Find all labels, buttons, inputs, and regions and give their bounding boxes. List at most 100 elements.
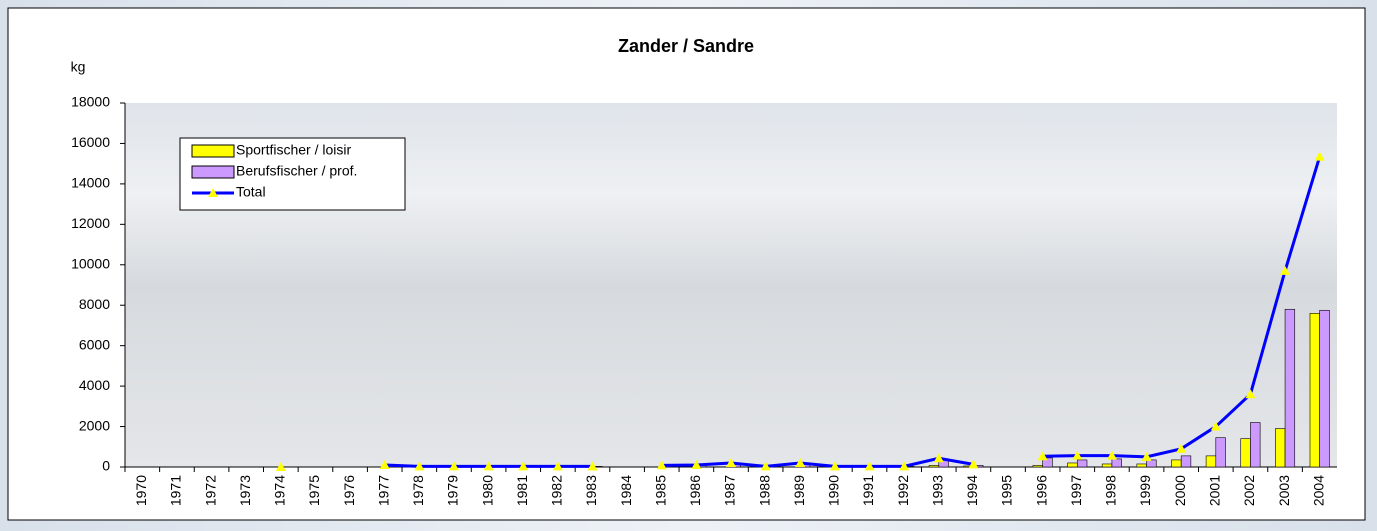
legend-label: Berufsfischer / prof. (236, 163, 357, 179)
x-tick-label: 1984 (618, 475, 634, 506)
total-marker (1314, 151, 1325, 161)
chart-title: Zander / Sandre (618, 36, 754, 56)
total-marker (1072, 450, 1083, 460)
x-tick-label: 1998 (1103, 475, 1119, 506)
x-tick-label: 1976 (341, 475, 357, 506)
total-marker (933, 453, 944, 463)
x-tick-label: 2004 (1310, 475, 1326, 506)
x-tick-label: 1974 (272, 475, 288, 506)
x-tick-label: 2002 (1241, 475, 1257, 506)
y-tick-label: 8000 (79, 296, 110, 312)
x-tick-label: 1978 (410, 475, 426, 506)
y-tick-label: 0 (102, 458, 110, 474)
total-marker (1245, 389, 1256, 399)
x-tick-label: 1988 (756, 475, 772, 506)
total-marker (864, 461, 875, 471)
total-marker (829, 461, 840, 471)
total-marker (1210, 421, 1221, 431)
total-marker (1280, 265, 1291, 275)
legend-label: Sportfischer / loisir (236, 142, 351, 158)
total-marker (483, 461, 494, 471)
y-tick-label: 18000 (71, 94, 110, 110)
y-tick-label: 10000 (71, 255, 110, 271)
x-tick-label: 1996 (1033, 475, 1049, 506)
x-tick-label: 2003 (1276, 475, 1292, 506)
bar (1205, 455, 1217, 468)
total-marker (968, 459, 979, 469)
y-axis-label: kg (71, 59, 86, 75)
bar (1146, 459, 1157, 468)
total-marker (587, 461, 598, 471)
legend-swatch (191, 144, 235, 158)
x-tick-label: 1977 (375, 475, 391, 506)
bar (1215, 437, 1226, 468)
bar (1180, 455, 1192, 468)
x-tick-label: 1992 (895, 475, 911, 506)
x-tick-label: 1970 (133, 475, 149, 506)
x-tick-label: 1983 (583, 475, 599, 506)
total-marker (1176, 443, 1187, 453)
x-tick-label: 1999 (1137, 475, 1153, 506)
x-tick-label: 1990 (826, 475, 842, 506)
bar (1032, 465, 1043, 468)
legend-swatch (191, 165, 235, 179)
x-tick-label: 1993 (929, 475, 945, 506)
x-tick-label: 1981 (514, 475, 530, 506)
x-tick-label: 1972 (202, 475, 218, 506)
bar (1309, 313, 1320, 468)
x-tick-label: 2001 (1207, 475, 1223, 506)
total-marker (899, 461, 910, 471)
total-marker (1037, 451, 1048, 461)
total-marker (691, 459, 702, 469)
x-tick-label: 1979 (445, 475, 461, 506)
x-tick-label: 1991 (860, 475, 876, 506)
total-marker (760, 461, 771, 471)
x-tick-label: 1997 (1068, 475, 1084, 506)
x-tick-label: 1985 (652, 475, 668, 506)
y-tick-label: 2000 (79, 417, 110, 433)
x-tick-label: 1994 (964, 475, 980, 506)
x-tick-label: 1980 (479, 475, 495, 506)
total-marker (1141, 451, 1152, 461)
x-tick-label: 2000 (1172, 475, 1188, 506)
y-tick-label: 16000 (71, 134, 110, 150)
bar (1067, 462, 1078, 468)
x-tick-label: 1971 (168, 475, 184, 506)
total-marker (656, 460, 667, 470)
bar (1250, 422, 1261, 468)
x-tick-label: 1975 (306, 475, 322, 506)
x-tick-label: 1989 (791, 475, 807, 506)
bar (1076, 459, 1088, 468)
legend-label: Total (236, 184, 266, 200)
bar (1042, 457, 1053, 468)
bar (1111, 458, 1122, 468)
y-tick-label: 4000 (79, 377, 110, 393)
x-tick-label: 1982 (549, 475, 565, 506)
total-marker (275, 462, 286, 471)
total-marker (795, 457, 806, 467)
total-marker (1106, 450, 1117, 460)
total-marker (414, 461, 425, 471)
x-tick-label: 1987 (722, 475, 738, 506)
bar (1171, 459, 1182, 468)
x-tick-label: 1995 (999, 475, 1015, 506)
bar (1240, 438, 1251, 468)
bar (1284, 308, 1296, 468)
bar (1136, 463, 1147, 468)
x-tick-label: 1973 (237, 475, 253, 506)
legend-marker (208, 188, 218, 197)
bar (1319, 309, 1330, 468)
bar (928, 465, 940, 468)
y-tick-label: 6000 (79, 336, 110, 352)
total-marker (448, 461, 459, 471)
total-marker (726, 457, 736, 467)
total-marker (518, 461, 529, 471)
total-marker (379, 459, 390, 469)
bar (1101, 463, 1113, 468)
y-tick-label: 14000 (71, 175, 110, 191)
total-marker (552, 461, 563, 471)
bar (1275, 428, 1286, 468)
y-tick-label: 12000 (71, 215, 110, 231)
x-tick-label: 1986 (687, 475, 703, 506)
